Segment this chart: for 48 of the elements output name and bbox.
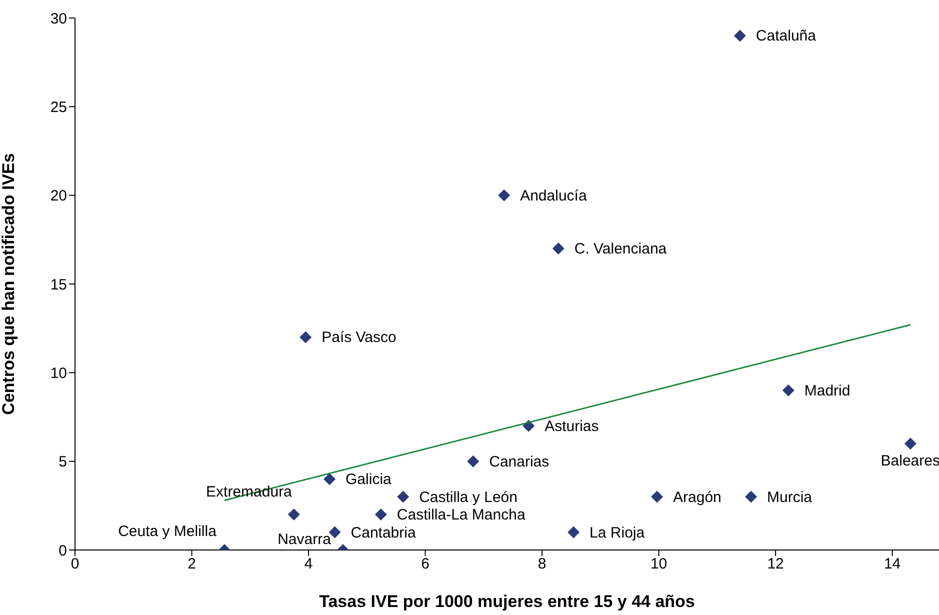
point — [467, 455, 480, 468]
point — [498, 189, 510, 202]
y-tick-label: 5 — [58, 454, 67, 471]
annotation: Andalucía — [520, 187, 588, 204]
x-tick-label: 0 — [70, 556, 80, 573]
point — [782, 384, 794, 396]
annotation: Asturias — [544, 418, 599, 435]
annotation: País Vasco — [322, 329, 396, 346]
x-tick-label: 4 — [304, 556, 313, 573]
y-tick-label: 30 — [50, 10, 67, 28]
annotation: Galicia — [346, 471, 392, 488]
point — [651, 490, 664, 503]
annotation: Cantabria — [350, 524, 416, 542]
point — [374, 508, 387, 521]
point — [552, 242, 564, 255]
annotation: Cataluña — [756, 28, 817, 45]
annotation: Ceuta y Melilla — [118, 523, 218, 540]
annotation: Baleares — [880, 452, 939, 470]
annotation: Castilla y León — [419, 488, 518, 506]
x-tick-label: 12 — [767, 556, 784, 573]
annotation: La Rioja — [590, 524, 646, 542]
point — [734, 30, 746, 42]
x-axis-title: Tasas IVE por 1000 mujeres entre 15 y 44 años — [319, 592, 695, 611]
x-tick-label: 2 — [188, 556, 196, 573]
point — [568, 526, 580, 538]
point — [324, 473, 336, 486]
annotation: Murcia — [767, 488, 813, 506]
y-tick-label: 0 — [58, 542, 67, 560]
y-tick-label: 25 — [50, 98, 67, 116]
annotation: Navarra — [278, 531, 332, 548]
annotation: Canarias — [489, 453, 550, 470]
point — [288, 508, 300, 521]
x-tick-label: 6 — [421, 556, 430, 573]
x-tick-label: 10 — [650, 556, 668, 573]
y-tick-label: 10 — [50, 364, 67, 382]
annotation: Madrid — [804, 382, 850, 400]
point — [300, 331, 312, 344]
x-tick-label: 14 — [884, 556, 901, 573]
point — [397, 490, 410, 503]
y-tick-label: 15 — [50, 276, 67, 294]
annotation: Aragón — [673, 488, 722, 506]
y-tick-label: 20 — [50, 188, 67, 205]
y-axis-title: Centros que han notificado IVEs — [0, 153, 18, 415]
annotation: Castilla-La Mancha — [396, 506, 526, 524]
point — [745, 490, 758, 503]
point — [904, 438, 916, 450]
x-tick-label: 8 — [538, 556, 546, 573]
annotation: C. Valenciana — [574, 240, 668, 258]
